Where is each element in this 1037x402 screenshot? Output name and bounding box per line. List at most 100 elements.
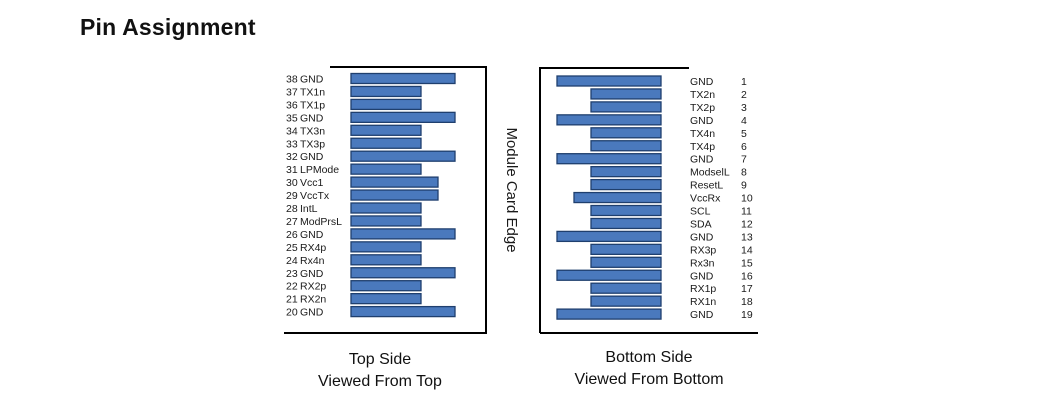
pin-number: 23 <box>286 268 298 280</box>
pin-row: 38 GND <box>286 72 456 86</box>
pin-number: 8 <box>741 167 747 179</box>
pin-name: TX4n <box>690 128 715 140</box>
pin-row: 29 VccTx <box>286 189 439 202</box>
pin-name: GND <box>300 151 324 163</box>
pin-number: 4 <box>741 115 747 127</box>
pin-row: RX1p 17 <box>590 282 753 295</box>
contact-pad <box>590 204 662 217</box>
pin-number: 36 <box>286 99 298 111</box>
contact-pad <box>350 202 422 214</box>
contact-pad <box>350 137 422 149</box>
pin-name: GND <box>690 309 714 321</box>
contact-pad <box>350 267 456 279</box>
pin-name: LPMode <box>300 164 339 176</box>
pin-name: Rx3n <box>690 257 715 269</box>
pin-row: 25 RX4p <box>286 241 422 254</box>
pin-name: GND <box>690 270 714 282</box>
pin-number: 19 <box>741 309 753 321</box>
pin-name: Rx4n <box>300 255 325 267</box>
pin-name: ModPrsL <box>300 216 342 228</box>
pin-row: Rx3n 15 <box>590 256 753 269</box>
pin-number: 13 <box>741 231 753 243</box>
pin-name: TX2p <box>690 102 715 114</box>
contact-pad <box>590 282 662 294</box>
pin-name: GND <box>300 268 324 280</box>
pin-name: TX3p <box>300 138 325 150</box>
contact-pad <box>556 269 662 281</box>
contact-pad <box>590 243 662 256</box>
pin-row: SCL 11 <box>590 204 752 218</box>
pin-row: TX4n 5 <box>590 127 747 140</box>
module-card-edge-label: Module Card Edge <box>503 127 520 252</box>
pin-row: 26 GND <box>286 228 456 241</box>
pin-name: SDA <box>690 218 712 230</box>
pin-row: TX2p 3 <box>590 101 747 114</box>
contact-pad <box>350 85 422 98</box>
pin-row: RX1n 18 <box>590 295 753 308</box>
contact-pad <box>590 101 662 113</box>
contact-pad <box>590 178 662 191</box>
pin-name: GND <box>300 112 324 124</box>
pin-name: RX3p <box>690 244 716 256</box>
contact-pad <box>590 165 662 178</box>
pin-row: ModselL 8 <box>590 165 747 179</box>
contact-pad <box>350 150 456 162</box>
pin-number: 31 <box>286 164 298 176</box>
pin-number: 9 <box>741 180 747 192</box>
pin-name: RX2p <box>300 281 326 293</box>
pin-row: 22 RX2p <box>286 280 422 293</box>
pin-number: 27 <box>286 216 298 228</box>
contact-pad <box>350 292 422 305</box>
pin-name: GND <box>690 231 714 243</box>
contact-pad <box>573 191 662 204</box>
contact-pad <box>350 98 422 111</box>
contact-pad <box>350 228 456 240</box>
pin-number: 26 <box>286 229 298 241</box>
pin-name: RX1p <box>690 283 716 295</box>
pin-row: GND 16 <box>556 269 753 282</box>
contact-pad <box>556 230 662 243</box>
top-side-caption-line2: Viewed From Top <box>318 373 442 390</box>
pin-row: 37 TX1n <box>286 85 422 98</box>
pin-name: TX3n <box>300 125 325 137</box>
contact-pad <box>350 280 422 292</box>
pin-name: Vcc1 <box>300 177 324 189</box>
pin-name: IntL <box>300 203 318 215</box>
pin-row: RX3p 14 <box>590 243 753 256</box>
pin-row: VccRx 10 <box>573 191 753 205</box>
contact-pad <box>350 111 456 123</box>
bottom-side-connector: GND 1 TX2n 2 TX2p 3 GND 4 TX4n 5 TX4p 6 GND 7 ModselL 8… <box>539 67 758 334</box>
contact-pad <box>350 72 456 85</box>
pin-row: GND 7 <box>556 153 747 166</box>
pin-row: 35 GND <box>286 111 456 124</box>
pin-name: GND <box>300 74 324 86</box>
pin-name: RX4p <box>300 242 326 254</box>
pin-name: ResetL <box>690 180 723 192</box>
pin-row: 36 TX1p <box>286 98 422 111</box>
pin-row: 27 ModPrsL <box>286 215 422 228</box>
pin-number: 24 <box>286 255 298 267</box>
pin-number: 10 <box>741 193 753 205</box>
pin-name: RX2n <box>300 294 326 306</box>
pin-number: 16 <box>741 270 753 282</box>
pin-number: 22 <box>286 281 298 293</box>
pin-number: 2 <box>741 89 747 101</box>
pin-name: RX1n <box>690 296 716 308</box>
pin-row: GND 13 <box>556 230 753 243</box>
contact-pad <box>350 176 439 188</box>
contact-pad <box>350 241 422 253</box>
contact-pad <box>350 163 422 175</box>
contact-pad <box>590 256 662 268</box>
pin-row: 21 RX2n <box>286 292 422 306</box>
pin-row: ResetL 9 <box>590 178 747 192</box>
top-side-frame <box>284 66 487 334</box>
pin-number: 29 <box>286 190 298 202</box>
pin-number: 18 <box>741 296 753 308</box>
contact-pad <box>556 308 662 320</box>
pin-number: 12 <box>741 218 753 230</box>
pin-name: GND <box>300 229 324 241</box>
pin-row: SDA 12 <box>590 217 753 230</box>
pin-number: 17 <box>741 283 753 295</box>
pin-name: TX2n <box>690 89 715 101</box>
